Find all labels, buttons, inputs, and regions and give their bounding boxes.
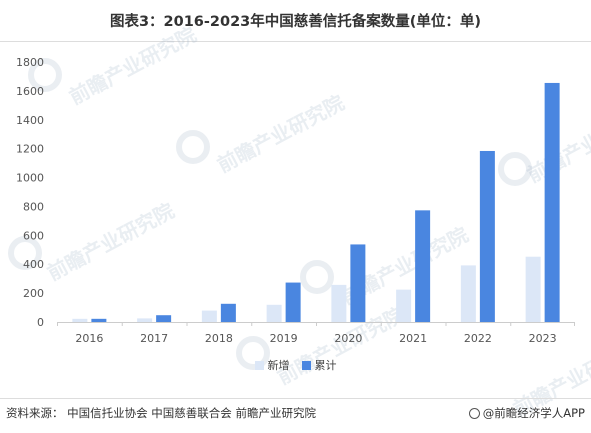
y-tick-label: 200	[23, 287, 44, 300]
bar-chart: 0 200 400 600 800 1000 1200 1400 1600 1800 2016 201…	[16, 56, 575, 345]
legend-swatch-new	[254, 360, 264, 370]
source-note: 资料来源： 中国信托业协会 中国慈善联合会 前瞻产业研究院	[6, 406, 316, 420]
y-tick-label: 1200	[16, 143, 44, 156]
bar-cumulative	[91, 318, 107, 322]
bar-new	[137, 318, 153, 322]
credit: @前瞻经济学人APP	[468, 405, 585, 421]
credit-text: @前瞻经济学人APP	[482, 406, 585, 420]
x-tick-label: 2020	[334, 332, 362, 345]
x-tick-label: 2023	[529, 332, 557, 345]
y-tick-label: 400	[23, 258, 44, 271]
legend: 新增 累计	[0, 357, 591, 373]
bar-cumulative	[220, 303, 236, 322]
legend-label-cumulative: 累计	[314, 359, 337, 372]
legend-item-cumulative: 累计	[301, 357, 337, 373]
footer-divider	[0, 398, 591, 399]
bar-new	[72, 318, 88, 322]
bar-new	[396, 289, 412, 322]
legend-item-new: 新增	[254, 357, 290, 373]
legend-label-new: 新增	[267, 359, 290, 372]
x-tick-label: 2019	[270, 332, 298, 345]
y-tick-label: 800	[23, 200, 44, 213]
x-tick-label: 2018	[205, 332, 233, 345]
bar-cumulative	[415, 210, 431, 322]
x-tick-label: 2016	[75, 332, 103, 345]
x-tick-label: 2017	[140, 332, 168, 345]
bar-new	[460, 265, 476, 322]
brand-logo-icon	[468, 407, 480, 419]
y-tick-label: 1600	[16, 85, 44, 98]
bar-cumulative	[544, 82, 560, 322]
bar-new	[201, 310, 217, 322]
y-tick-label: 600	[23, 229, 44, 242]
bar-cumulative	[156, 315, 172, 322]
title-divider	[0, 41, 591, 42]
chart-title: 图表3：2016-2023年中国慈善信托备案数量(单位：单)	[109, 14, 482, 30]
y-tick-label: 1400	[16, 114, 44, 127]
bar-new	[266, 304, 282, 322]
y-tick-label: 1800	[16, 56, 44, 69]
x-tick-label: 2022	[464, 332, 492, 345]
bar-cumulative	[350, 244, 366, 322]
bar-cumulative	[285, 282, 301, 322]
y-tick-label: 0	[37, 316, 44, 329]
bar-cumulative	[479, 150, 495, 322]
y-tick-label: 1000	[16, 172, 44, 185]
bar-new	[525, 256, 541, 322]
legend-swatch-cumulative	[301, 360, 311, 370]
bar-new	[331, 284, 347, 322]
x-tick-label: 2021	[399, 332, 427, 345]
